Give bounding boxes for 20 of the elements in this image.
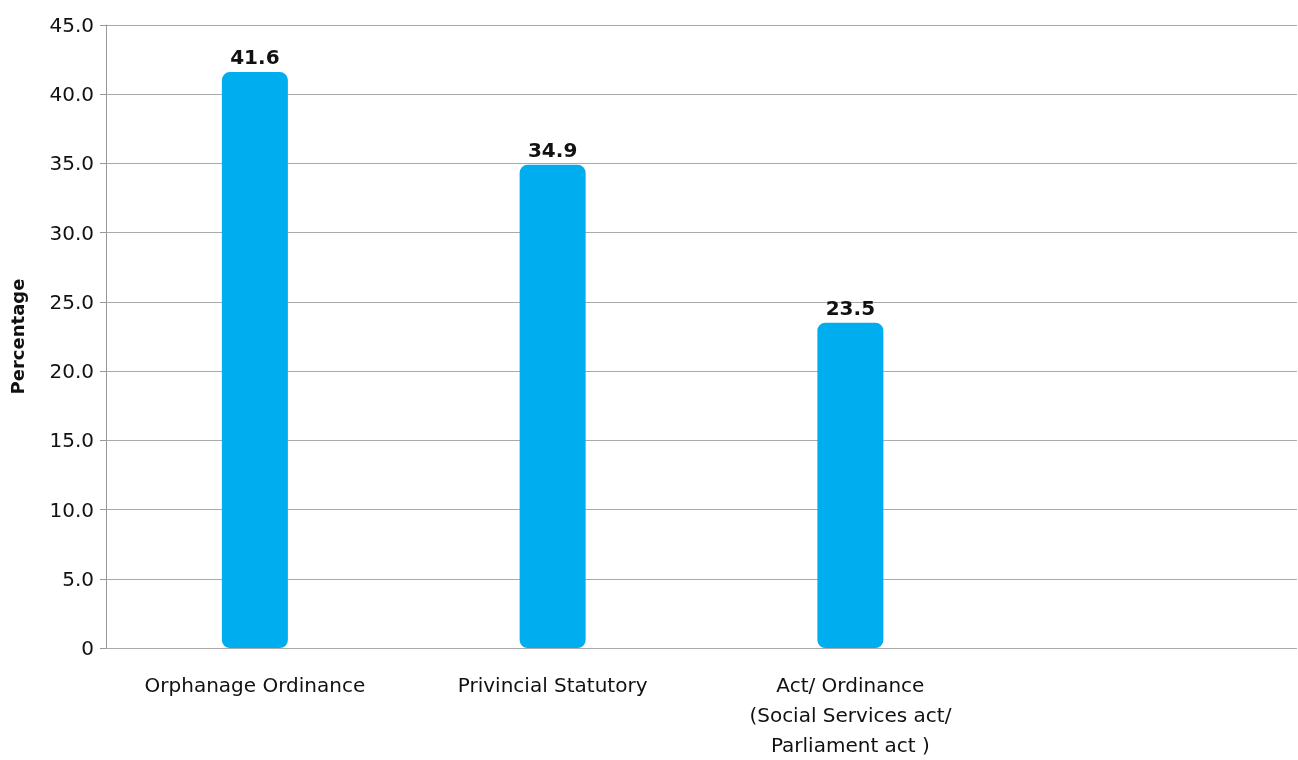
bar	[221, 72, 288, 648]
y-tick-label: 25.0	[49, 289, 94, 314]
y-tick-label: 35.0	[49, 151, 94, 176]
data-label: 23.5	[825, 295, 876, 320]
bar	[817, 322, 884, 648]
y-tick-label: 45.0	[49, 13, 94, 37]
y-tick-label: 15.0	[49, 428, 94, 453]
y-tick-label: 5.0	[62, 566, 94, 591]
data-label: 41.6	[230, 45, 280, 70]
y-tick-label: 30.0	[49, 220, 94, 245]
x-tick-label: Orphanage Ordinance	[144, 673, 366, 697]
y-tick-label: 20.0	[49, 359, 94, 384]
y-tick-label: 40.0	[49, 82, 94, 107]
data-label: 34.9	[527, 137, 578, 162]
x-tick-label: Act/ Ordinance (Social Services act/ Parliament act )	[749, 673, 952, 757]
x-tick-label: Privincial Statutory	[457, 673, 648, 697]
bar	[519, 164, 586, 648]
y-axis-title: Percentage	[6, 278, 28, 395]
y-tick-label: 0	[81, 636, 94, 660]
y-tick-label: 10.0	[49, 497, 94, 522]
